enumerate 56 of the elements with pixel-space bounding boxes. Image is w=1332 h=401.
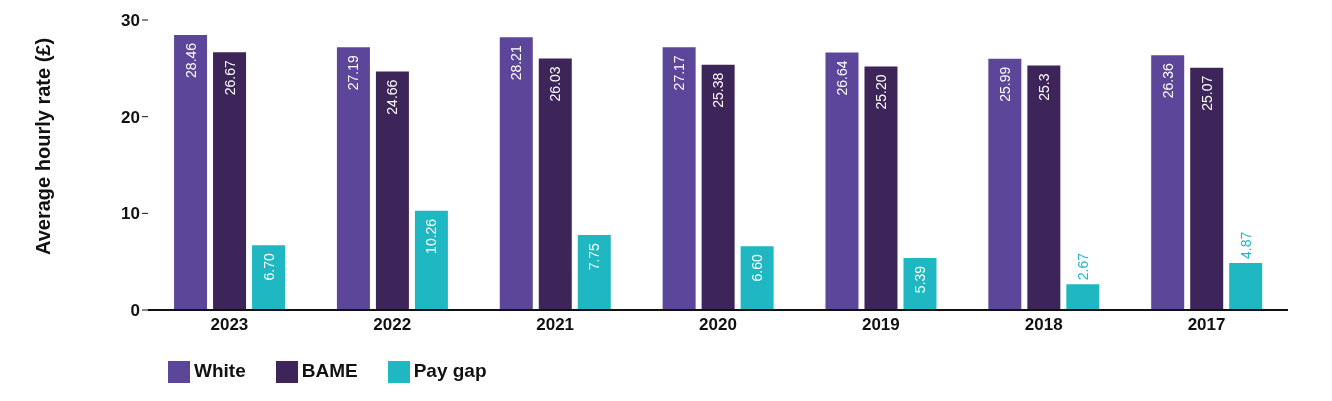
bar [864,66,898,311]
data-label: 7.75 [586,242,603,271]
x-tick-label: 2021 [536,315,575,335]
x-tick-label: 2022 [373,315,412,335]
x-tick-label: 2020 [699,315,737,335]
bar [825,52,859,311]
y-tick-label: 30 [121,11,140,31]
y-tick-label: 20 [121,107,140,127]
bar [375,71,409,311]
bar [174,34,208,311]
data-label: 26.67 [221,59,238,96]
bar [740,246,774,311]
data-label: 6.70 [260,253,277,281]
bar [499,37,533,311]
bar [662,47,696,311]
data-label: 25.38 [710,72,727,108]
bar [701,64,735,311]
y-axis-title: Average hourly rate (£) [32,37,55,256]
data-label: 2.67 [1074,252,1091,281]
data-label: 26.64 [833,60,850,96]
data-label: 26.36 [1159,62,1176,99]
data-label: 5.39 [911,265,928,294]
y-tick-label: 0 [130,301,140,321]
bar [252,245,286,311]
data-label: 28.46 [182,42,199,78]
bar [336,47,370,311]
bar [213,52,247,311]
data-label: 10.26 [423,218,440,254]
x-tick-label: 2017 [1187,315,1226,335]
data-label: 25.3 [1035,73,1052,101]
data-label: 4.87 [1237,231,1254,259]
data-label: 25.07 [1198,75,1215,111]
x-tick-label: 2018 [1024,315,1063,335]
data-label: 25.99 [996,66,1013,102]
legend-label: Pay gap [413,360,487,382]
legend-label: BAME [301,360,358,382]
bar [414,210,448,311]
data-label: 27.19 [345,54,362,91]
bar [1151,55,1185,311]
data-label: 6.60 [749,254,766,282]
bar [538,58,572,311]
x-tick-label: 2023 [210,315,249,335]
data-label: 24.66 [384,79,401,115]
bar [988,58,1022,311]
data-label: 25.20 [872,74,889,110]
data-label: 28.21 [508,45,525,81]
y-tick-label: 10 [121,204,140,224]
x-tick-label: 2019 [861,315,900,335]
data-label: 27.17 [671,55,688,91]
bar [1190,67,1224,311]
bar [1229,262,1263,311]
bar [1027,65,1061,311]
legend-label: White [194,360,246,382]
bar [1066,284,1100,311]
data-label: 26.03 [547,66,564,102]
bar [577,235,611,311]
